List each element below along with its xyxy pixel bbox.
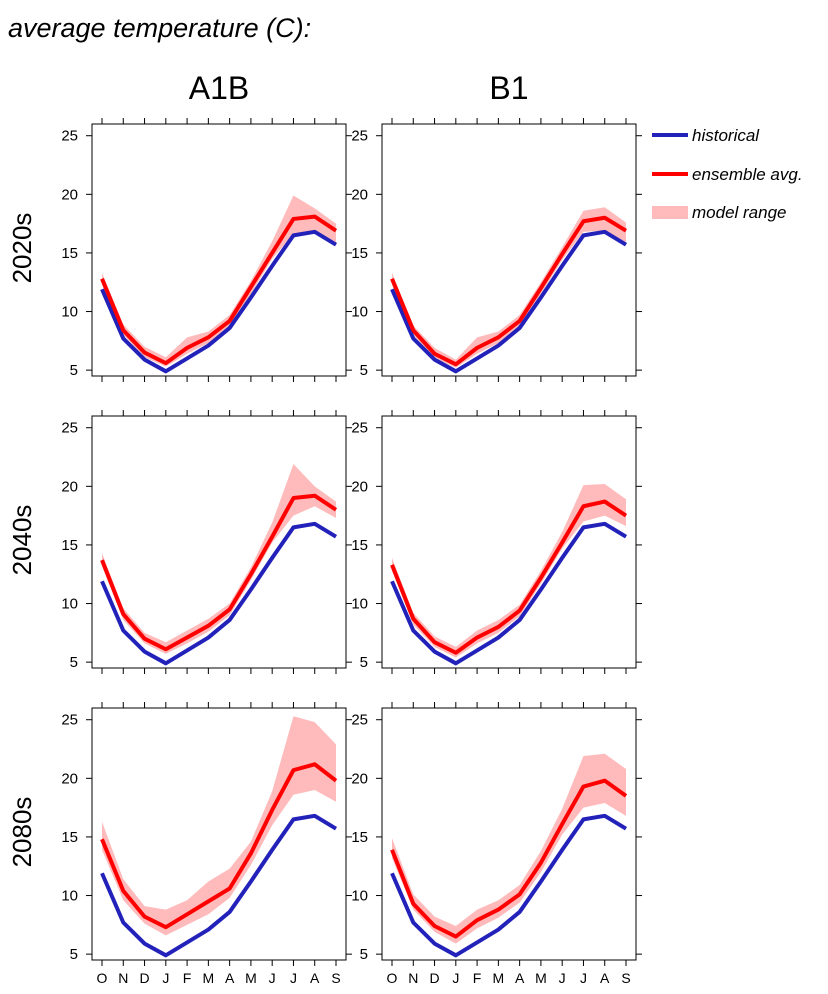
historical-line (100, 229, 338, 374)
month-label: A (600, 970, 610, 986)
model-range-band (102, 716, 336, 936)
historical-line (390, 521, 628, 666)
historical-line (100, 521, 338, 666)
y-tick-label: 20 (61, 770, 78, 787)
month-label: F (473, 970, 482, 986)
month-label: J (162, 970, 169, 986)
panel-a1b-2020s: 5 10 15 20 25 (61, 118, 352, 382)
y-tick-label: 25 (351, 420, 368, 437)
y-tick-label: 20 (351, 186, 368, 203)
month-label: M (203, 970, 215, 986)
y-tick-label: 25 (61, 420, 78, 437)
ensemble-avg-line (100, 493, 338, 652)
ensemble-avg-line (390, 215, 628, 367)
y-tick-label: 15 (351, 829, 368, 846)
month-label: M (535, 970, 547, 986)
month-label: F (183, 970, 192, 986)
y-tick-label: 5 (360, 362, 368, 379)
month-label: D (429, 970, 439, 986)
month-label: M (245, 970, 257, 986)
y-tick-label: 20 (351, 478, 368, 495)
legend-swatch-model-range (652, 206, 688, 219)
month-label: M (493, 970, 505, 986)
y-tick-label: 25 (351, 128, 368, 145)
month-label: J (452, 970, 459, 986)
column-title-a1b: A1B (189, 70, 249, 106)
ensemble-avg-line (390, 499, 628, 655)
figure-title: average temperature (C): (8, 13, 311, 43)
panel-b1-2020s: 5 10 15 20 25 (351, 118, 642, 382)
y-tick-label: 20 (351, 770, 368, 787)
month-label: J (580, 970, 587, 986)
historical-line (390, 229, 628, 374)
row-title-2040s: 2040s (7, 505, 37, 576)
historical-line (390, 813, 628, 958)
month-label: A (225, 970, 235, 986)
model-range-band (102, 195, 336, 367)
ensemble-avg-line (390, 778, 628, 939)
y-tick-label: 5 (360, 946, 368, 963)
month-label: J (269, 970, 276, 986)
month-label: S (331, 970, 340, 986)
y-tick-label: 10 (351, 596, 368, 613)
ensemble-avg-line (100, 762, 338, 930)
legend-label-model-range: model range (692, 203, 787, 222)
y-tick-label: 15 (61, 537, 78, 554)
column-title-b1: B1 (489, 70, 528, 106)
month-label: O (387, 970, 398, 986)
y-tick-label: 5 (70, 654, 78, 671)
row-title-2020s: 2020s (7, 213, 37, 284)
month-label: D (139, 970, 149, 986)
legend-label-ensemble: ensemble avg. (692, 165, 803, 184)
month-label: A (515, 970, 525, 986)
y-tick-label: 15 (351, 245, 368, 262)
y-tick-label: 5 (70, 362, 78, 379)
y-tick-label: 10 (61, 888, 78, 905)
y-tick-label: 15 (61, 829, 78, 846)
y-tick-label: 15 (351, 537, 368, 554)
month-label: N (118, 970, 128, 986)
historical-line (100, 813, 338, 958)
panel-grid: 5 10 15 20 25 5 10 15 20 25 5 10 15 20 25 5 10 15 20 25 5 10 1… (61, 118, 642, 986)
month-label: J (559, 970, 566, 986)
month-label: S (621, 970, 630, 986)
y-tick-label: 25 (61, 712, 78, 729)
model-range-band (102, 464, 336, 654)
y-tick-label: 15 (61, 245, 78, 262)
y-tick-label: 10 (61, 304, 78, 321)
panel-a1b-2040s: 5 10 15 20 25 (61, 410, 352, 674)
month-label: A (310, 970, 320, 986)
legend: historical ensemble avg. model range (652, 126, 803, 222)
row-title-2080s: 2080s (7, 797, 37, 868)
legend-label-historical: historical (692, 126, 760, 145)
y-tick-label: 5 (360, 654, 368, 671)
month-label: N (408, 970, 418, 986)
y-tick-label: 10 (61, 596, 78, 613)
y-tick-label: 20 (61, 478, 78, 495)
y-tick-label: 25 (351, 712, 368, 729)
y-tick-label: 5 (70, 946, 78, 963)
y-tick-label: 20 (61, 186, 78, 203)
y-tick-label: 25 (61, 128, 78, 145)
ensemble-avg-line (100, 214, 338, 366)
model-range-band (392, 483, 626, 658)
model-range-band (392, 753, 626, 944)
panel-b1-2040s: 5 10 15 20 25 (351, 410, 642, 674)
month-label: J (290, 970, 297, 986)
y-tick-label: 10 (351, 304, 368, 321)
y-tick-label: 10 (351, 888, 368, 905)
month-label: O (97, 970, 108, 986)
